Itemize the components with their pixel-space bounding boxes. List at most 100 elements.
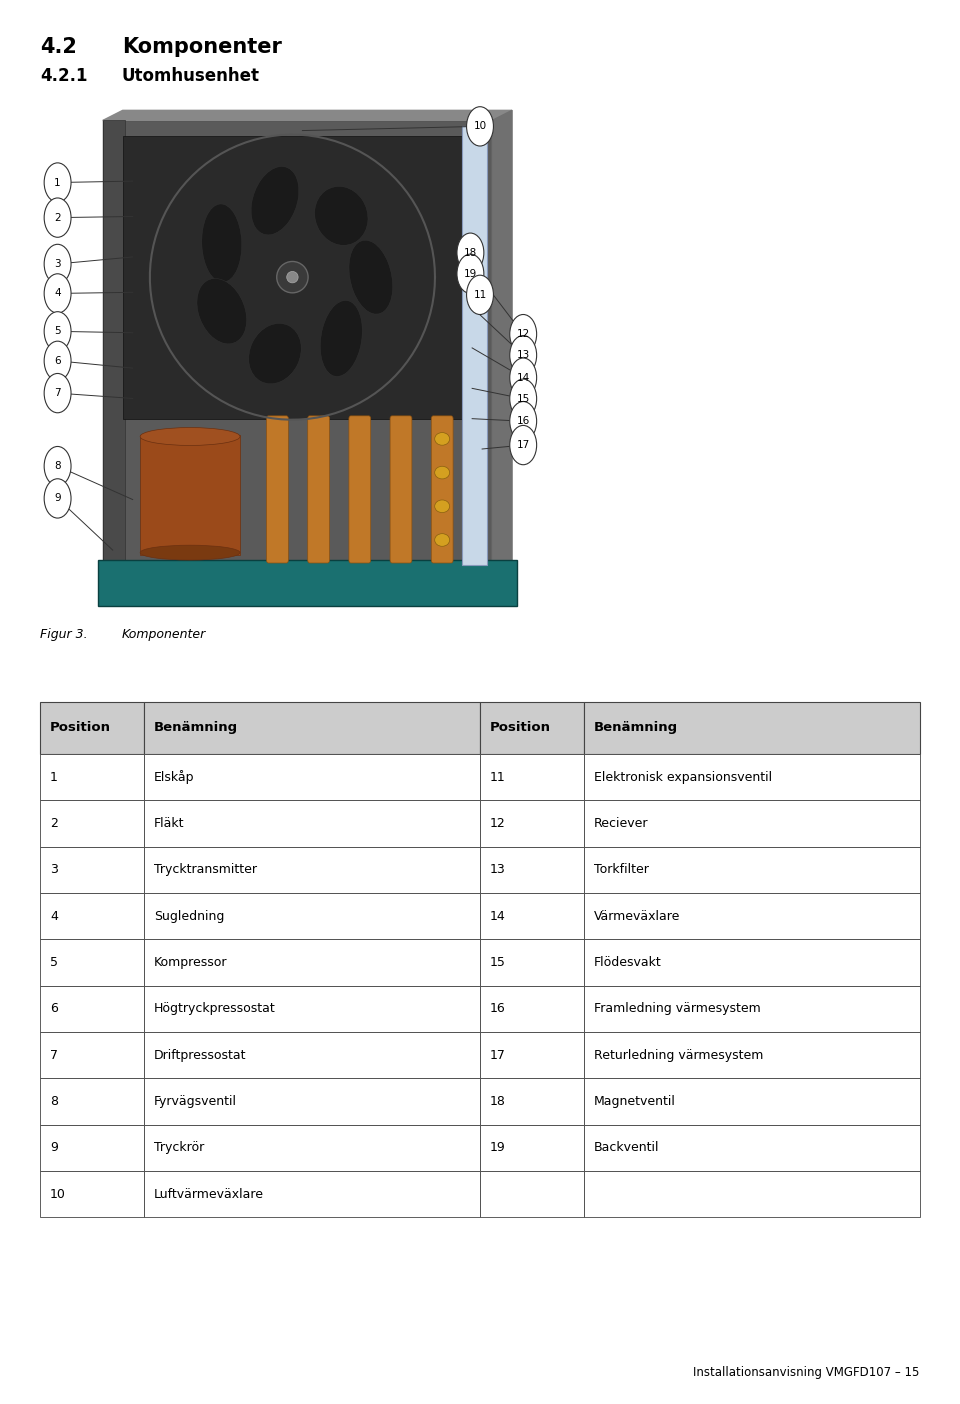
Circle shape	[44, 446, 71, 486]
Circle shape	[44, 341, 71, 380]
Ellipse shape	[287, 271, 299, 282]
Circle shape	[510, 314, 537, 354]
Text: Flödesvakt: Flödesvakt	[593, 956, 661, 969]
Text: 19: 19	[464, 268, 477, 279]
FancyBboxPatch shape	[98, 560, 517, 605]
Text: Returledning värmesystem: Returledning värmesystem	[593, 1049, 763, 1061]
Text: Högtryckpressostat: Högtryckpressostat	[154, 1002, 276, 1015]
Text: Utomhusenhet: Utomhusenhet	[122, 67, 260, 86]
Text: Värmeväxlare: Värmeväxlare	[593, 910, 680, 922]
FancyBboxPatch shape	[144, 1125, 480, 1171]
Text: 1: 1	[55, 177, 60, 188]
FancyBboxPatch shape	[40, 1078, 144, 1125]
Ellipse shape	[435, 432, 449, 445]
Text: 17: 17	[516, 439, 530, 451]
Text: 3: 3	[55, 258, 60, 270]
Text: 7: 7	[55, 388, 60, 399]
Text: Benämning: Benämning	[593, 722, 678, 734]
FancyBboxPatch shape	[480, 702, 584, 754]
Text: 4.2.1: 4.2.1	[40, 67, 87, 86]
FancyBboxPatch shape	[144, 800, 480, 847]
FancyBboxPatch shape	[40, 939, 144, 986]
FancyBboxPatch shape	[144, 893, 480, 939]
FancyBboxPatch shape	[144, 1078, 480, 1125]
FancyBboxPatch shape	[480, 1125, 584, 1171]
FancyBboxPatch shape	[123, 136, 462, 418]
Text: 7: 7	[50, 1049, 58, 1061]
Text: 4: 4	[50, 910, 58, 922]
FancyBboxPatch shape	[480, 986, 584, 1032]
Text: Figur 3.: Figur 3.	[40, 628, 88, 640]
Circle shape	[467, 275, 493, 314]
Text: 2: 2	[50, 817, 58, 830]
Text: Trycktransmitter: Trycktransmitter	[154, 863, 257, 876]
Text: 5: 5	[50, 956, 58, 969]
FancyBboxPatch shape	[348, 416, 371, 563]
Text: Elektronisk expansionsventil: Elektronisk expansionsventil	[593, 771, 772, 783]
Circle shape	[44, 479, 71, 518]
Circle shape	[510, 336, 537, 375]
Ellipse shape	[321, 300, 362, 376]
Text: 18: 18	[464, 247, 477, 258]
Ellipse shape	[435, 466, 449, 479]
FancyBboxPatch shape	[140, 435, 240, 555]
FancyBboxPatch shape	[584, 1171, 920, 1217]
FancyBboxPatch shape	[103, 121, 492, 570]
FancyBboxPatch shape	[53, 105, 552, 611]
Text: Fläkt: Fläkt	[154, 817, 184, 830]
Text: 2: 2	[55, 212, 60, 223]
FancyBboxPatch shape	[103, 121, 125, 570]
Ellipse shape	[140, 428, 240, 445]
Text: 11: 11	[473, 289, 487, 300]
FancyBboxPatch shape	[480, 847, 584, 893]
FancyBboxPatch shape	[584, 939, 920, 986]
FancyBboxPatch shape	[431, 416, 453, 563]
Text: Sugledning: Sugledning	[154, 910, 225, 922]
Ellipse shape	[202, 204, 242, 282]
FancyBboxPatch shape	[40, 986, 144, 1032]
FancyBboxPatch shape	[480, 800, 584, 847]
FancyBboxPatch shape	[40, 1032, 144, 1078]
Circle shape	[467, 107, 493, 146]
FancyBboxPatch shape	[144, 939, 480, 986]
Circle shape	[44, 198, 71, 237]
FancyBboxPatch shape	[40, 1171, 144, 1217]
Circle shape	[44, 373, 71, 413]
Circle shape	[44, 244, 71, 284]
FancyBboxPatch shape	[584, 1032, 920, 1078]
Text: Installationsanvisning VMGFD107 – 15: Installationsanvisning VMGFD107 – 15	[693, 1366, 920, 1379]
Text: 13: 13	[516, 350, 530, 361]
FancyBboxPatch shape	[144, 1032, 480, 1078]
Text: 6: 6	[55, 355, 60, 366]
Circle shape	[457, 233, 484, 272]
FancyBboxPatch shape	[144, 986, 480, 1032]
Text: 9: 9	[55, 493, 60, 504]
Text: 14: 14	[490, 910, 505, 922]
Text: Torkfilter: Torkfilter	[593, 863, 649, 876]
Text: Reciever: Reciever	[593, 817, 648, 830]
FancyBboxPatch shape	[584, 1078, 920, 1125]
FancyBboxPatch shape	[40, 893, 144, 939]
Text: Framledning värmesystem: Framledning värmesystem	[593, 1002, 760, 1015]
Text: 13: 13	[490, 863, 505, 876]
Text: Position: Position	[50, 722, 111, 734]
FancyBboxPatch shape	[40, 847, 144, 893]
Text: 4.2: 4.2	[40, 37, 77, 56]
FancyBboxPatch shape	[480, 1171, 584, 1217]
Ellipse shape	[435, 534, 449, 546]
Circle shape	[510, 425, 537, 465]
FancyBboxPatch shape	[584, 754, 920, 800]
Circle shape	[44, 312, 71, 351]
FancyBboxPatch shape	[480, 939, 584, 986]
Text: Fyrvägsventil: Fyrvägsventil	[154, 1095, 237, 1108]
Text: 5: 5	[55, 326, 60, 337]
FancyBboxPatch shape	[40, 800, 144, 847]
FancyBboxPatch shape	[584, 986, 920, 1032]
FancyBboxPatch shape	[480, 754, 584, 800]
Text: Magnetventil: Magnetventil	[593, 1095, 676, 1108]
FancyBboxPatch shape	[144, 1171, 480, 1217]
Text: Kompressor: Kompressor	[154, 956, 228, 969]
FancyBboxPatch shape	[390, 416, 412, 563]
Text: Luftvärmeväxlare: Luftvärmeväxlare	[154, 1188, 264, 1200]
Text: Driftpressostat: Driftpressostat	[154, 1049, 247, 1061]
